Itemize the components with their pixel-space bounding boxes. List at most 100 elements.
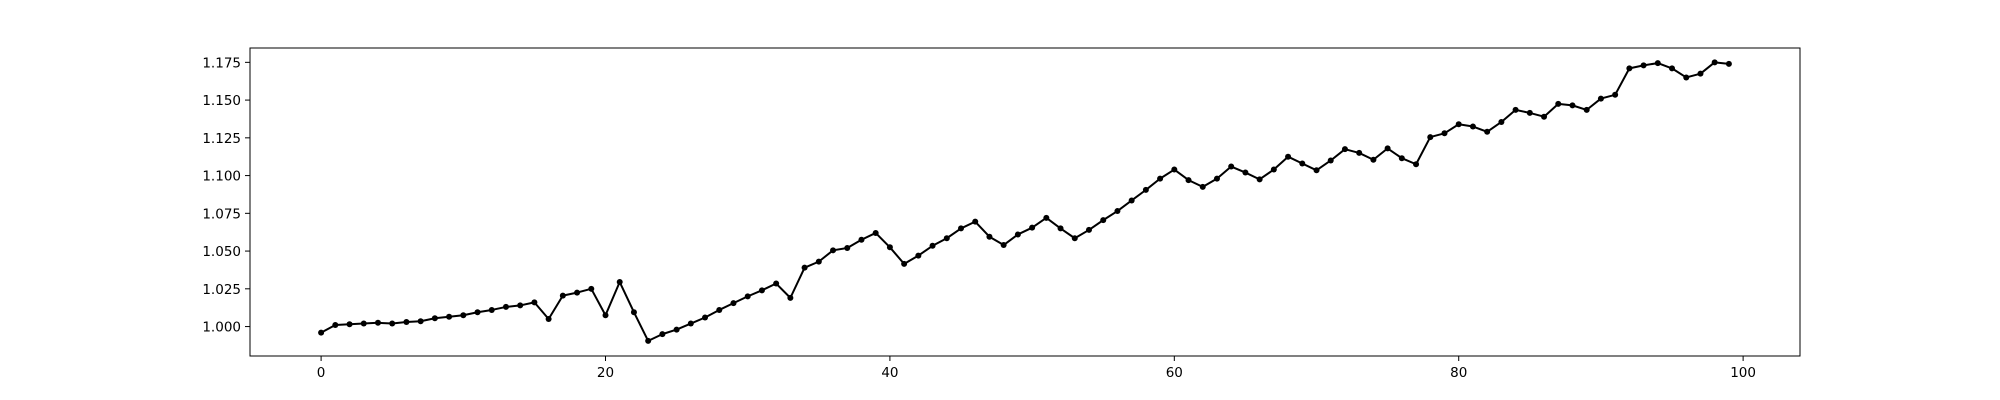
data-point [1057, 225, 1064, 232]
x-tick-label: 40 [881, 365, 898, 381]
data-point [815, 258, 822, 265]
data-point [1427, 134, 1434, 141]
data-point [1285, 153, 1292, 160]
x-tick-label: 0 [317, 365, 326, 381]
data-point [360, 320, 367, 327]
data-point [417, 318, 424, 325]
data-point [1270, 166, 1277, 173]
data-point [1469, 123, 1476, 130]
y-tick-label: 1.000 [202, 320, 241, 336]
data-point [1128, 197, 1135, 204]
data-point [1597, 95, 1604, 102]
data-point [1725, 60, 1732, 67]
data-point [1640, 62, 1647, 69]
data-point [886, 244, 893, 251]
data-point [1555, 100, 1562, 107]
data-point [1455, 121, 1462, 128]
x-tick-label: 60 [1166, 365, 1183, 381]
data-point [318, 329, 325, 336]
data-point [986, 233, 993, 240]
data-point [1498, 118, 1505, 125]
data-point [744, 293, 751, 300]
y-axis: 1.000 1.025 1.050 1.075 1.100 1.125 1.150 1.175 [202, 55, 250, 336]
data-point [1228, 163, 1235, 170]
data-point [332, 322, 339, 329]
data-point [1242, 169, 1249, 176]
data-point [659, 331, 666, 338]
data-point [830, 247, 837, 254]
data-point [1256, 176, 1263, 183]
data-point [346, 321, 353, 328]
data-point [972, 218, 979, 225]
data-point [1313, 167, 1320, 174]
data-point [602, 312, 609, 319]
y-tick-label: 1.100 [202, 169, 241, 185]
plot-frame [249, 47, 1801, 357]
data-point [616, 279, 623, 286]
y-tick-label: 1.175 [202, 55, 241, 71]
data-point [1171, 166, 1178, 173]
data-point [517, 302, 524, 309]
data-point [1185, 177, 1192, 184]
data-point [844, 245, 851, 252]
data-point [389, 320, 396, 327]
data-point [901, 260, 908, 267]
plot-background [250, 48, 1800, 356]
data-point [588, 285, 595, 292]
data-point [645, 337, 652, 344]
data-point [574, 289, 581, 296]
data-point [915, 252, 922, 259]
x-tick-label: 80 [1450, 365, 1467, 381]
data-point [1213, 175, 1220, 182]
data-point [1541, 113, 1548, 120]
data-point [1341, 146, 1348, 153]
data-point [773, 280, 780, 287]
data-point [1327, 157, 1334, 164]
data-point [1029, 224, 1036, 231]
data-point [1683, 74, 1690, 81]
data-point [758, 287, 765, 294]
x-axis: 0 20 40 60 80 100 [317, 356, 1756, 381]
data-point [943, 235, 950, 242]
data-point [460, 312, 467, 319]
data-point [1071, 235, 1078, 242]
data-point [1142, 186, 1149, 193]
data-point [730, 300, 737, 307]
y-tick-label: 1.025 [202, 282, 241, 298]
y-tick-label: 1.075 [202, 206, 241, 222]
data-point [1384, 145, 1391, 152]
data-point [502, 303, 509, 310]
data-point [1526, 109, 1533, 116]
data-point [1413, 161, 1420, 168]
data-point [1014, 231, 1021, 238]
data-point [431, 315, 438, 322]
data-point [1441, 130, 1448, 137]
data-point [872, 229, 879, 236]
data-point [1711, 59, 1718, 66]
data-point [687, 320, 694, 327]
data-point [1100, 217, 1107, 224]
data-point [531, 299, 538, 306]
y-tick-label: 1.150 [202, 93, 241, 109]
data-point [446, 313, 453, 320]
data-point [1043, 214, 1050, 221]
data-point [474, 309, 481, 316]
data-point [545, 316, 552, 323]
data-point [801, 264, 808, 271]
data-point [488, 306, 495, 313]
x-tick-label: 100 [1730, 365, 1756, 381]
data-point [1654, 60, 1661, 67]
data-point [1157, 175, 1164, 182]
data-point [1484, 128, 1491, 135]
data-point [1398, 155, 1405, 162]
data-point [1199, 183, 1206, 190]
data-point [702, 314, 709, 321]
data-point [1669, 65, 1676, 72]
data-point [559, 292, 566, 299]
data-point [858, 236, 865, 243]
series-layer [318, 59, 1732, 344]
y-tick-label: 1.125 [202, 131, 241, 147]
data-point [1583, 106, 1590, 113]
data-point [374, 319, 381, 326]
